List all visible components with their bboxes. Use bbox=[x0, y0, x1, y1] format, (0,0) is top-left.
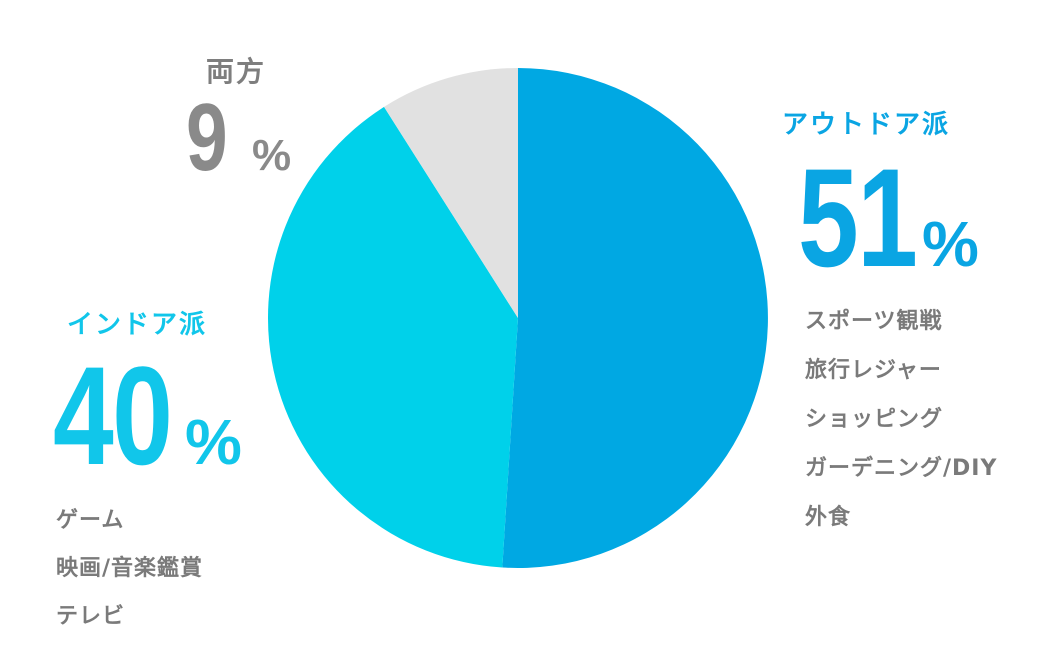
list-item: ショッピング bbox=[805, 407, 944, 432]
indoor-label-group: インドア派 40% bbox=[53, 310, 242, 486]
list-item: スポーツ観戦 bbox=[805, 309, 943, 334]
pie-slice-outdoor bbox=[502, 68, 768, 569]
outdoor-value-label: 51 bbox=[798, 139, 918, 296]
list-item: 映画/音楽鑑賞 bbox=[56, 556, 204, 581]
both-value-label: 9 bbox=[186, 84, 228, 191]
list-item: ガーデニング/DIY bbox=[805, 456, 998, 481]
pie-slice-both bbox=[384, 68, 518, 318]
indoor-examples-list: ゲーム 映画/音楽鑑賞 テレビ bbox=[56, 510, 203, 654]
outdoor-category-label: アウトドア派 bbox=[782, 110, 951, 140]
pie-slice-indoor bbox=[267, 106, 518, 568]
indoor-category-label: インドア派 bbox=[67, 310, 208, 340]
outdoor-examples-list: スポーツ観戦 旅行レジャー ショッピング ガーデニング/DIY 外食 bbox=[805, 311, 997, 556]
both-percent-sign: % bbox=[252, 131, 292, 180]
both-label-group: 両方 9% bbox=[186, 55, 291, 186]
both-category-label: 両方 bbox=[206, 55, 267, 88]
both-percentage: 9% bbox=[186, 90, 291, 186]
outdoor-percentage: 51% bbox=[782, 148, 979, 288]
indoor-value-label: 40 bbox=[53, 337, 173, 494]
list-item: ゲーム bbox=[56, 508, 125, 533]
list-item: テレビ bbox=[56, 604, 126, 629]
indoor-percent-sign: % bbox=[185, 406, 242, 478]
outdoor-percent-sign: % bbox=[922, 208, 979, 280]
indoor-percentage: 40% bbox=[53, 346, 242, 486]
list-item: 外食 bbox=[805, 505, 852, 530]
list-item: 旅行レジャー bbox=[805, 358, 942, 383]
outdoor-label-group: アウトドア派 51% bbox=[782, 110, 979, 288]
